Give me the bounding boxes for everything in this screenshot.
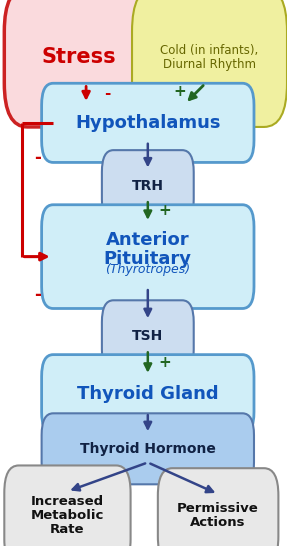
Text: (Thyrotropes): (Thyrotropes) <box>105 263 190 276</box>
FancyBboxPatch shape <box>132 0 287 127</box>
Text: +: + <box>159 203 171 218</box>
FancyBboxPatch shape <box>42 83 254 163</box>
Text: Hypothalamus: Hypothalamus <box>75 114 220 132</box>
Text: Stress: Stress <box>42 48 116 67</box>
Text: TSH: TSH <box>132 329 163 343</box>
FancyBboxPatch shape <box>158 468 278 546</box>
Text: Cold (in infants),
Diurnal Rhythm: Cold (in infants), Diurnal Rhythm <box>160 44 259 71</box>
FancyBboxPatch shape <box>42 205 254 308</box>
Text: TRH: TRH <box>132 179 164 193</box>
Text: -: - <box>34 286 41 304</box>
Text: Permissive
Actions: Permissive Actions <box>177 502 259 530</box>
Text: Increased
Metabolic
Rate: Increased Metabolic Rate <box>31 495 104 537</box>
FancyBboxPatch shape <box>42 413 254 484</box>
FancyBboxPatch shape <box>42 355 254 434</box>
Text: Thyroid Hormone: Thyroid Hormone <box>80 442 216 456</box>
FancyBboxPatch shape <box>102 300 194 371</box>
FancyBboxPatch shape <box>4 465 131 546</box>
Text: +: + <box>173 84 186 99</box>
FancyBboxPatch shape <box>102 150 194 221</box>
Text: Anterior
Pituitary: Anterior Pituitary <box>104 231 192 268</box>
Text: Thyroid Gland: Thyroid Gland <box>77 385 219 403</box>
Text: +: + <box>159 355 171 370</box>
Text: -: - <box>104 86 111 102</box>
FancyBboxPatch shape <box>4 0 154 127</box>
Text: -: - <box>34 150 41 167</box>
